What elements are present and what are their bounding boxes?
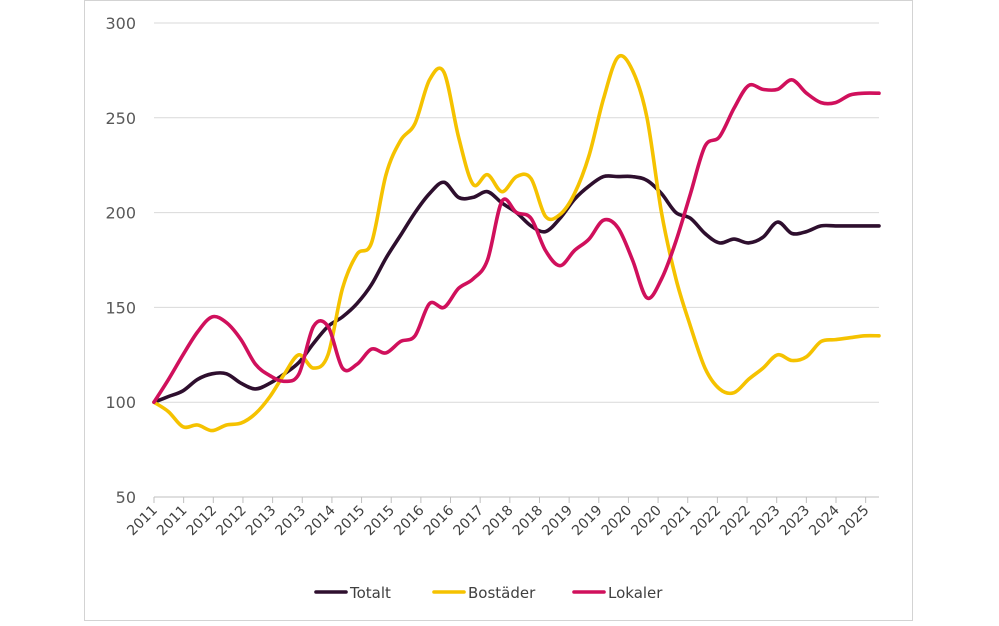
x-tick-label: 2012 (184, 503, 221, 540)
x-tick-label: 2017 (450, 503, 487, 540)
x-tick-label: 2024 (806, 502, 843, 539)
x-tick-label: 2023 (747, 503, 784, 540)
x-tick-label: 2023 (777, 503, 814, 540)
y-tick-label: 50 (116, 488, 136, 507)
x-tick-label: 2018 (480, 503, 517, 540)
series-line-totalt (152, 174, 881, 404)
chart-frame: 50 100 150 200 250 300 2011 2011 2012 2012 2013 201… (84, 0, 913, 621)
legend-label-lokaler: Lokaler (608, 584, 663, 602)
y-tick-label: 100 (105, 393, 136, 412)
x-tick-label: 2021 (658, 503, 695, 540)
x-tick-label: 2018 (510, 503, 547, 540)
line-chart: 5010015020025030020112011201220122013201… (105, 14, 881, 602)
x-tick-label: 2015 (332, 503, 369, 540)
x-tick-label: 2011 (154, 503, 191, 540)
y-tick-label: 200 (105, 204, 136, 223)
x-tick-label: 2019 (539, 503, 576, 540)
x-tick-label: 2019 (569, 503, 606, 540)
x-tick-label: 2015 (362, 503, 399, 540)
x-tick-label: 2022 (717, 503, 754, 540)
x-tick-label: 2020 (628, 503, 665, 540)
x-tick-label: 2013 (273, 503, 310, 540)
x-tick-label: 2025 (836, 503, 873, 540)
legend-label-totalt: Totalt (349, 584, 391, 602)
x-tick-label: 2012 (213, 503, 250, 540)
x-tick-label: 2022 (688, 503, 725, 540)
y-tick-label: 150 (105, 298, 136, 317)
series-line-lokaler (152, 78, 881, 404)
x-tick-label: 2013 (243, 503, 280, 540)
series-line-bost-der (152, 53, 881, 433)
legend-label-bost-der: Bostäder (468, 584, 536, 602)
x-tick-label: 2020 (599, 503, 636, 540)
x-tick-label: 2011 (124, 503, 161, 540)
y-tick-label: 300 (105, 14, 136, 33)
x-tick-label: 2016 (421, 502, 458, 539)
x-tick-label: 2014 (302, 502, 339, 539)
y-tick-label: 250 (105, 109, 136, 128)
x-tick-label: 2016 (391, 502, 428, 539)
